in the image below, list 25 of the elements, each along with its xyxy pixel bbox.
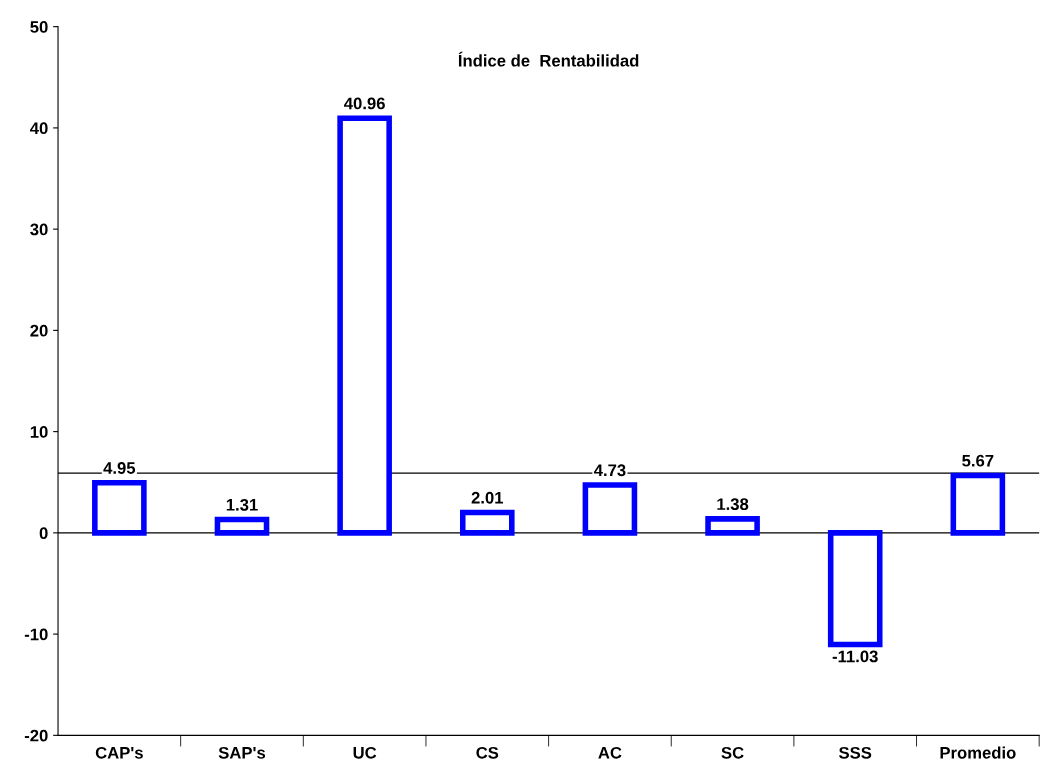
x-tick-label: CS [476,746,499,759]
y-tick-label: 0 [39,527,48,540]
y-tick-label: -20 [24,729,48,742]
data-label: 5.67 [962,454,994,467]
data-label: 1.38 [717,498,749,511]
y-tick-label: 10 [30,426,48,438]
data-label: 2.01 [471,491,504,504]
text: Índice de Rentabilidad [458,51,639,67]
data-label: 40.96 [344,97,385,110]
x-tick-label: AC [598,746,622,759]
x-tick-label: SC [721,746,744,759]
x-tick-label: SAP's [218,746,266,759]
y-tick-label: 40 [30,122,48,135]
y-tick-label: -10 [24,628,48,641]
x-tick-label: SSS [839,746,872,759]
y-tick-label: 20 [30,324,48,337]
data-label: 1.31 [226,498,258,511]
x-tick-label: UC [353,746,377,759]
x-tick-label: CAP's [95,746,143,759]
y-tick-label: 30 [30,223,48,236]
x-tick-label: Promedio [940,746,1016,759]
data-label: 4.73 [593,464,626,477]
y-tick-label: 50 [30,21,48,33]
data-label: -11.03 [832,650,878,663]
data-label: 4.95 [103,462,136,474]
